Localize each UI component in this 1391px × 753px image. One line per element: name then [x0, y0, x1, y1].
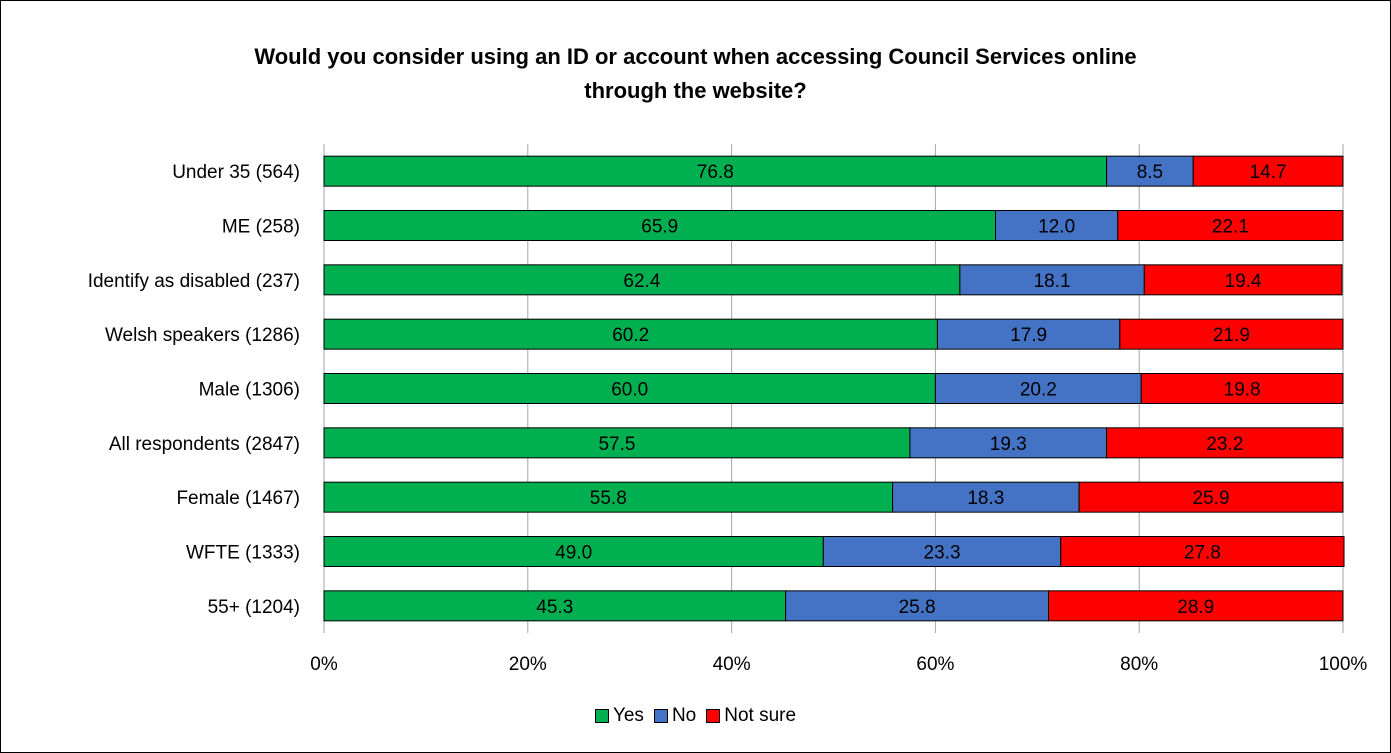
- x-tick-label: 40%: [713, 654, 751, 675]
- data-label: 17.9: [1010, 325, 1047, 346]
- data-label: 65.9: [641, 217, 678, 238]
- legend-swatch-not-sure: [706, 709, 721, 723]
- category-label: Identify as disabled (237): [88, 271, 300, 292]
- chart-legend: Yes No Not sure: [0, 705, 1391, 727]
- chart-title-line-2: through the website?: [584, 78, 807, 103]
- data-label: 60.2: [612, 325, 649, 346]
- data-label: 18.3: [967, 488, 1004, 509]
- data-label: 19.3: [990, 434, 1027, 455]
- bar-segment: [936, 318, 1121, 350]
- category-label: Welsh speakers (1286): [105, 325, 300, 346]
- data-label: 19.4: [1225, 271, 1262, 292]
- data-label: 76.8: [697, 162, 734, 183]
- legend-item-yes: Yes: [594, 705, 644, 727]
- bar-segment: [323, 210, 997, 241]
- bar-segment: [959, 264, 1145, 296]
- legend-label-no: No: [671, 705, 697, 726]
- legend-item-not-sure: Not sure: [706, 705, 796, 727]
- data-label: 25.8: [899, 597, 936, 618]
- bar-segment: [1078, 481, 1344, 513]
- bar-segment: [1140, 373, 1344, 404]
- bar-segment: [323, 481, 894, 513]
- bar-segment: [1117, 210, 1344, 241]
- bar-segment: [1060, 536, 1345, 567]
- data-label: 49.0: [555, 543, 592, 564]
- bar-segment: [323, 373, 936, 404]
- legend-swatch-no: [653, 709, 668, 723]
- legend-swatch-yes: [594, 709, 609, 723]
- data-label: 12.0: [1038, 217, 1075, 238]
- bar-segment: [822, 536, 1062, 567]
- bar-segment: [785, 590, 1050, 622]
- category-label: 55+ (1204): [208, 597, 300, 618]
- bar-segment: [909, 427, 1108, 459]
- data-label: 23.3: [924, 543, 961, 564]
- data-label: 45.3: [536, 597, 573, 618]
- data-label: 27.8: [1184, 543, 1221, 564]
- bar-segment: [1048, 590, 1344, 622]
- data-label: 55.8: [590, 488, 627, 509]
- data-label: 8.5: [1137, 162, 1163, 183]
- bar-segment: [934, 373, 1142, 404]
- bar-segment: [323, 155, 1108, 187]
- bar-segment: [1106, 427, 1344, 459]
- data-label: 62.4: [623, 271, 660, 292]
- category-label: Male (1306): [199, 380, 300, 401]
- data-label: 28.9: [1177, 597, 1214, 618]
- data-label: 23.2: [1206, 434, 1243, 455]
- legend-label-yes: Yes: [612, 705, 644, 726]
- data-label: 25.9: [1193, 488, 1230, 509]
- bar-segment: [995, 210, 1119, 241]
- chart-title-line-1: Would you consider using an ID or accoun…: [254, 44, 1137, 69]
- category-label: Under 35 (564): [172, 162, 300, 183]
- x-tick-label: 60%: [916, 654, 954, 675]
- data-label: 21.9: [1213, 325, 1250, 346]
- x-tick-label: 20%: [509, 654, 547, 675]
- data-label: 19.8: [1224, 380, 1261, 401]
- category-label: ME (258): [222, 217, 300, 238]
- bar-segment: [892, 481, 1080, 513]
- category-label: WFTE (1333): [186, 543, 300, 564]
- x-tick-label: 100%: [1319, 654, 1368, 675]
- bar-segment: [323, 590, 787, 622]
- bar-segment: [1192, 155, 1344, 187]
- data-label: 14.7: [1250, 162, 1287, 183]
- data-label: 18.1: [1034, 271, 1071, 292]
- bar-segment: [1143, 264, 1343, 296]
- data-label: 20.2: [1020, 380, 1057, 401]
- category-label: All respondents (2847): [109, 434, 300, 455]
- bar-segment: [323, 318, 938, 350]
- legend-label-not-sure: Not sure: [724, 705, 797, 726]
- x-tick-label: 80%: [1120, 654, 1158, 675]
- x-tick-label: 0%: [310, 654, 338, 675]
- category-label: Female (1467): [176, 488, 300, 509]
- legend-item-no: No: [653, 705, 697, 727]
- bar-segment: [1106, 155, 1194, 187]
- data-label: 60.0: [611, 380, 648, 401]
- bar-segment: [1119, 318, 1344, 350]
- bar-segment: [323, 427, 911, 459]
- chart-title: Would you consider using an ID or accoun…: [0, 40, 1391, 108]
- data-label: 57.5: [598, 434, 635, 455]
- data-label: 22.1: [1212, 217, 1249, 238]
